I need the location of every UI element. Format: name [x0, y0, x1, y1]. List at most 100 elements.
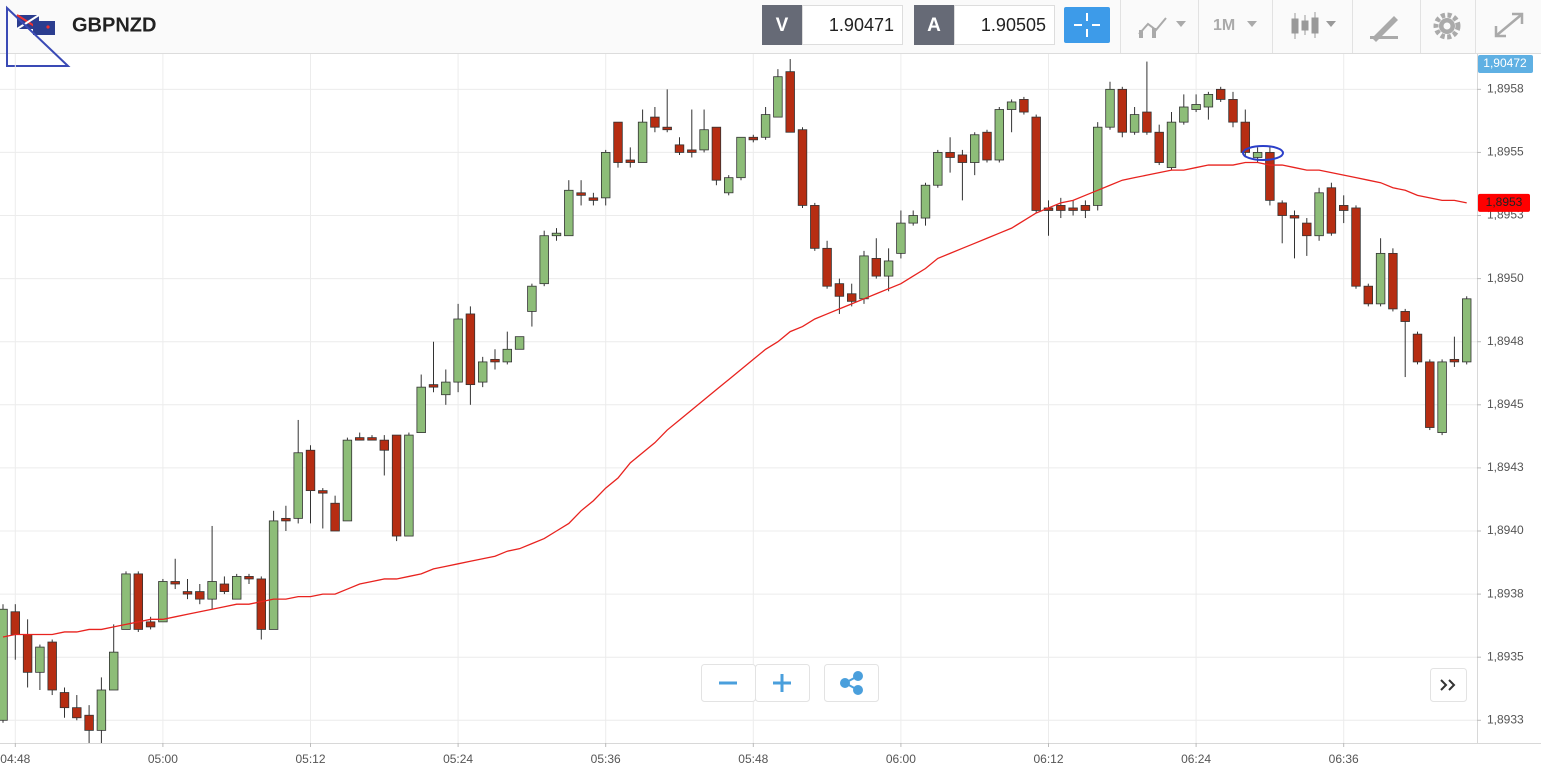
candle-body [1154, 131, 1164, 163]
candle-body [1449, 358, 1460, 363]
candle-body [514, 336, 525, 350]
candle-body [871, 258, 882, 277]
candle-body [490, 358, 500, 363]
fullscreen-button[interactable] [1494, 12, 1524, 38]
candle-body [35, 646, 45, 673]
candle-body [896, 222, 906, 254]
candle-body [1228, 99, 1238, 123]
candle-body [330, 502, 340, 532]
y-tick-label: 1,8950 [1487, 271, 1524, 285]
candle-body [736, 136, 746, 179]
candle-body [551, 232, 562, 237]
candle-body [748, 136, 759, 141]
candle-body [883, 260, 894, 277]
x-tick-label: 06:12 [1033, 752, 1063, 766]
y-tick-label: 1,8938 [1487, 586, 1524, 600]
candle-body [195, 591, 205, 600]
zoom-controls [701, 664, 1467, 702]
draw-tool-button[interactable] [1370, 16, 1398, 42]
timeframe-button[interactable]: 1M [1213, 17, 1235, 34]
candle-body [1019, 99, 1029, 113]
candle-body [477, 361, 488, 383]
candle-body [10, 611, 21, 635]
candle-body [564, 189, 574, 237]
candle-body [687, 149, 697, 153]
drawing-triangle [6, 5, 71, 67]
candle-body [810, 205, 820, 249]
candle-body [982, 131, 992, 161]
candle-body [797, 129, 808, 206]
candle-body [908, 215, 918, 224]
candle-body [576, 192, 586, 196]
candle-body [1461, 298, 1472, 363]
candle-body [613, 121, 623, 163]
candle-body [1302, 222, 1312, 237]
x-tick-label: 05:24 [443, 752, 473, 766]
candle-body [933, 152, 943, 186]
candle-body [920, 184, 931, 219]
symbol-title: GBPNZD [72, 14, 156, 36]
settings-button[interactable] [1433, 12, 1461, 40]
plot-area [0, 59, 1472, 743]
line-value-label: 1,8953 [1486, 195, 1523, 209]
candle-body [231, 576, 242, 600]
crosshair-button[interactable] [1064, 7, 1110, 43]
chart-type-button[interactable] [1291, 12, 1336, 39]
candle-body [0, 608, 8, 721]
share-icon [840, 671, 863, 695]
candle-body [22, 634, 33, 673]
candle-body [1117, 88, 1128, 133]
candle-body [1166, 121, 1177, 168]
candle-body [416, 386, 426, 433]
y-tick-label: 1,8948 [1487, 334, 1524, 348]
candle-body [1326, 187, 1337, 234]
flag-icon [16, 14, 55, 35]
ask-box[interactable] [954, 5, 1055, 45]
candle-body [1289, 215, 1300, 219]
candle-body [1265, 152, 1275, 201]
x-tick-label: 05:12 [295, 752, 325, 766]
candle-body [72, 707, 82, 719]
x-tick-label: 06:00 [886, 752, 916, 766]
candle-body [502, 348, 513, 363]
crosshair-icon [1074, 13, 1100, 37]
candle-body [699, 129, 709, 151]
bid-label-box[interactable] [762, 5, 802, 45]
y-tick-label: 1,8945 [1487, 397, 1524, 411]
y-tick-label: 1,8958 [1487, 82, 1524, 96]
candle-body [354, 437, 365, 441]
ask-label: A [927, 15, 941, 36]
candle-body [428, 384, 439, 388]
x-tick-label: 05:36 [591, 752, 621, 766]
x-tick-label: 06:24 [1181, 752, 1211, 766]
candle-body [453, 318, 463, 383]
candle-body [379, 439, 390, 451]
candle-body [600, 152, 611, 199]
candle-body [1363, 285, 1374, 305]
candle-body [1092, 126, 1103, 206]
candle-body [441, 381, 451, 396]
candle-body [96, 689, 107, 731]
candle-body [1277, 202, 1287, 216]
y-tick-label: 1,8935 [1487, 649, 1524, 663]
candle-body [367, 437, 377, 441]
candle-body [145, 621, 156, 628]
scroll-end-button[interactable] [1430, 668, 1467, 702]
y-tick-label: 1,8955 [1487, 145, 1524, 159]
bid-box[interactable] [802, 5, 903, 45]
candle-body [674, 144, 685, 153]
candle-body [219, 583, 230, 592]
drawing-ellipse [1242, 145, 1284, 161]
candle-body [773, 76, 783, 118]
candle-body [318, 490, 328, 494]
candle-body [207, 581, 217, 600]
share-button[interactable] [824, 664, 879, 702]
bid-price: 1.90471 [829, 15, 894, 35]
candle-body [244, 576, 254, 580]
ask-label-box[interactable] [914, 5, 954, 45]
candle-body [1129, 114, 1140, 133]
candle-body [47, 641, 57, 691]
x-tick-label: 06:36 [1329, 752, 1359, 766]
candle-body [108, 651, 119, 691]
indicator-button[interactable] [1138, 17, 1186, 38]
